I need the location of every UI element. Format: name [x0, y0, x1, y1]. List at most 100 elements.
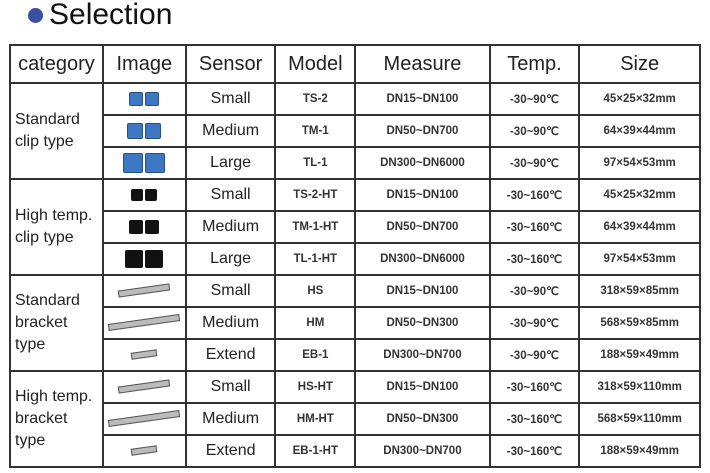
temp-cell: -30~160℃ [488, 242, 581, 276]
header-size: Size [578, 44, 701, 84]
table-row: Large TL-1-HT DN300~DN6000 -30~160℃ 97×54×53… [10, 242, 701, 276]
sensor-cell: Large [184, 146, 277, 180]
model-cell: EB-1-HT [274, 434, 357, 468]
header-image: Image [101, 44, 187, 84]
size-cell: 64×39×44mm [578, 210, 701, 244]
temp-cell: -30~160℃ [488, 210, 581, 244]
clip-sensor-icon [145, 219, 160, 234]
category-cell: High temp. clip type [9, 178, 104, 276]
sensor-cell: Extend [184, 434, 277, 468]
table-row: High temp. bracket type Small HS-HT DN15~DN… [9, 370, 701, 468]
clip-sensor-icon [145, 188, 158, 201]
size-cell: 188×59×49mm [578, 434, 701, 468]
sensor-image [101, 402, 187, 436]
measure-cell: DN50~DN700 [354, 114, 491, 148]
sensor-image [101, 434, 187, 468]
clip-sensor-icon [125, 249, 144, 268]
clip-sensor-icon [123, 153, 144, 173]
measure-cell: DN15~DN100 [354, 370, 491, 404]
clip-sensor-icon [131, 188, 144, 201]
sensor-cell: Small [184, 274, 277, 308]
model-cell: TL-1-HT [274, 242, 357, 276]
bracket-sensor-icon [108, 314, 181, 332]
size-cell: 45×25×32mm [578, 82, 701, 116]
clip-sensor-icon [127, 122, 144, 139]
bracket-sensor-icon [130, 445, 158, 457]
header-sensor: Sensor [184, 44, 277, 84]
measure-cell: DN300~DN6000 [354, 146, 491, 180]
temp-cell: -30~160℃ [488, 370, 581, 404]
model-cell: TS-2 [274, 82, 357, 116]
sensor-cell: Large [184, 242, 277, 276]
measure-cell: DN15~DN100 [354, 178, 491, 212]
temp-cell: -30~90℃ [488, 146, 581, 180]
sensor-image [101, 146, 187, 180]
model-cell: HM [274, 306, 357, 340]
temp-cell: -30~160℃ [488, 434, 581, 468]
sensor-image [101, 82, 187, 116]
bullet-icon [28, 7, 43, 23]
clip-sensor-icon [129, 91, 144, 106]
temp-cell: -30~90℃ [488, 338, 581, 372]
table-row: Medium HM-HT DN50~DN300 -30~160℃ 568×59×110m… [10, 402, 701, 436]
sensor-image [101, 274, 187, 308]
temp-cell: -30~90℃ [488, 306, 581, 340]
measure-cell: DN50~DN300 [354, 306, 491, 340]
bracket-sensor-icon [118, 379, 171, 394]
size-cell: 45×25×32mm [578, 178, 701, 212]
temp-cell: -30~90℃ [488, 274, 581, 308]
model-cell: TS-2-HT [274, 178, 357, 212]
table-row: Medium TM-1-HT DN50~DN700 -30~160℃ 64×39×44m… [10, 210, 701, 244]
sensor-cell: Medium [184, 402, 277, 436]
sensor-cell: Medium [184, 210, 277, 244]
model-cell: TL-1 [274, 146, 357, 180]
table-row: Extend EB-1-HT DN300~DN700 -30~160℃ 188×59×4… [10, 434, 701, 468]
category-cell: Standard bracket type [9, 274, 104, 372]
table-row: High temp. clip type Small TS-2-HT DN15~DN1… [9, 178, 701, 276]
selection-table: category Image Sensor Model Measure Temp. Size… [9, 44, 701, 468]
category-cell: High temp. bracket type [9, 370, 104, 468]
measure-cell: DN15~DN100 [354, 82, 491, 116]
sensor-image [101, 338, 187, 372]
header-category: category [9, 44, 104, 84]
clip-sensor-icon [129, 219, 144, 234]
sensor-cell: Small [184, 178, 277, 212]
size-cell: 568×59×110mm [578, 402, 701, 436]
clip-sensor-icon [145, 91, 160, 106]
sensor-cell: Extend [184, 338, 277, 372]
sensor-image [101, 242, 187, 276]
model-cell: HM-HT [274, 402, 357, 436]
model-cell: TM-1-HT [274, 210, 357, 244]
table-row: Large TL-1 DN300~DN6000 -30~90℃ 97×54×53mm [10, 146, 701, 180]
sensor-image [101, 178, 187, 212]
size-cell: 318×59×85mm [578, 274, 701, 308]
sensor-image [101, 306, 187, 340]
bracket-sensor-icon [108, 410, 181, 428]
header-temp: Temp. [488, 44, 581, 84]
model-cell: EB-1 [274, 338, 357, 372]
sensor-cell: Small [184, 82, 277, 116]
size-cell: 188×59×49mm [578, 338, 701, 372]
header-measure: Measure [354, 44, 491, 84]
measure-cell: DN50~DN300 [354, 402, 491, 436]
size-cell: 97×54×53mm [578, 242, 701, 276]
model-cell: HS [274, 274, 357, 308]
header-row: category Image Sensor Model Measure Temp. Size [9, 44, 701, 84]
table-row: Extend EB-1 DN300~DN700 -30~90℃ 188×59×49mm [10, 338, 701, 372]
temp-cell: -30~90℃ [488, 114, 581, 148]
clip-sensor-icon [145, 122, 162, 139]
temp-cell: -30~90℃ [488, 82, 581, 116]
sensor-cell: Medium [184, 114, 277, 148]
section-title: Selection [28, 0, 172, 32]
clip-sensor-icon [145, 249, 164, 268]
measure-cell: DN300~DN700 [354, 434, 491, 468]
sensor-image [101, 114, 187, 148]
category-cell: Standard clip type [9, 82, 104, 180]
measure-cell: DN50~DN700 [354, 210, 491, 244]
measure-cell: DN300~DN6000 [354, 242, 491, 276]
table-row: Medium TM-1 DN50~DN700 -30~90℃ 64×39×44mm [10, 114, 701, 148]
sensor-cell: Medium [184, 306, 277, 340]
sensor-image [101, 210, 187, 244]
model-cell: TM-1 [274, 114, 357, 148]
table-row: Standard clip type Small TS-2 DN15~DN100 -30… [9, 82, 701, 180]
